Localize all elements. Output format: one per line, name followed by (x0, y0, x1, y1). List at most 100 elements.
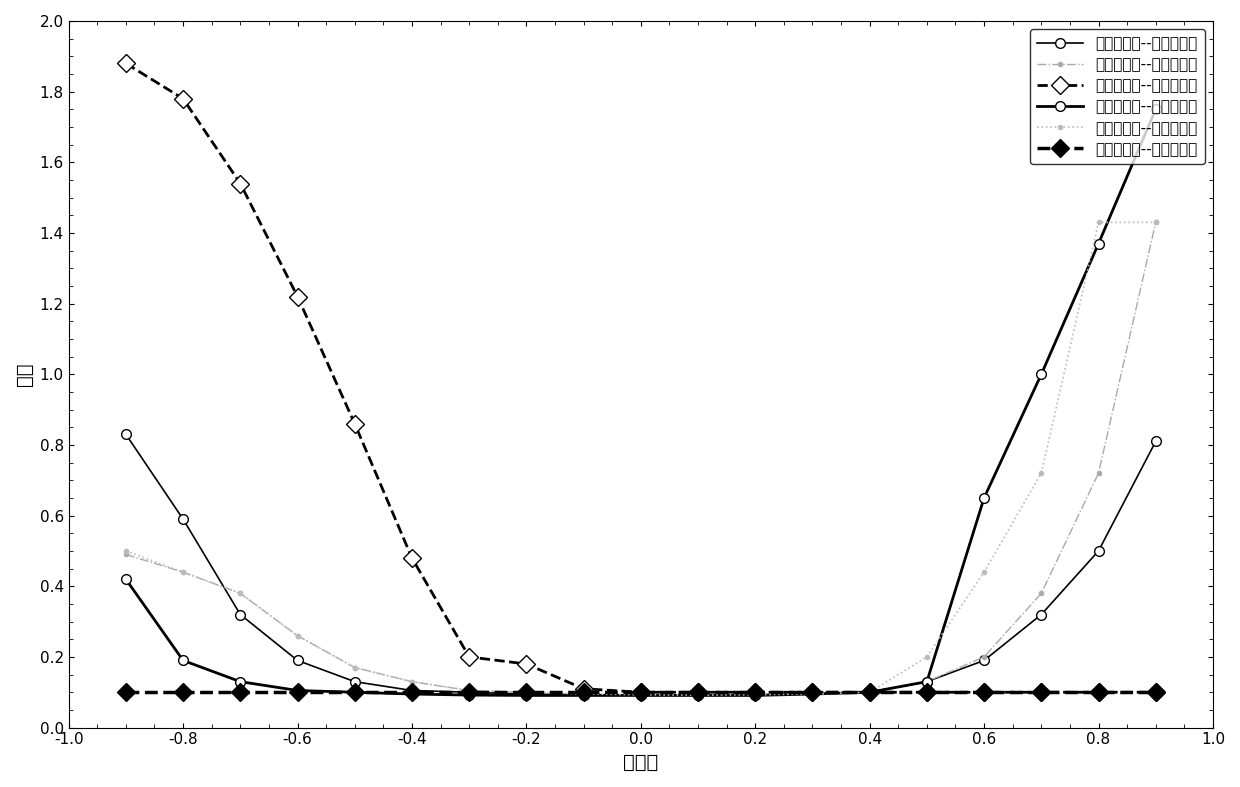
第二组符号--正限幅误差 (119, 550, 134, 560)
第一组符号--负限幅误差 (919, 677, 934, 686)
第二组符号--负限幅误差 (691, 690, 706, 700)
第三组符号--负限幅误差 (119, 688, 134, 697)
第一组符号--负限幅误差 (577, 691, 591, 700)
第三组符号--负限幅误差 (977, 688, 992, 697)
第一组符号--负限幅误差 (977, 493, 992, 503)
第一组符号--负限幅误差 (1034, 370, 1049, 379)
第二组符号--正限幅误差 (862, 688, 877, 697)
第一组符号--正限幅误差 (634, 690, 649, 700)
第二组符号--正限幅误差 (1034, 589, 1049, 598)
第二组符号--负限幅误差 (347, 663, 362, 672)
第一组符号--负限幅误差 (748, 691, 763, 700)
第三组符号--负限幅误差 (919, 688, 934, 697)
第二组符号--正限幅误差 (176, 567, 191, 577)
第二组符号--正限幅误差 (919, 677, 934, 686)
第一组符号--负限幅误差 (176, 656, 191, 665)
第三组符号--正限幅误差 (404, 553, 419, 563)
第二组符号--正限幅误差 (748, 690, 763, 700)
第二组符号--正限幅误差 (1091, 468, 1106, 478)
第三组符号--负限幅误差 (805, 688, 820, 697)
第二组符号--负限幅误差 (805, 689, 820, 699)
Line: 第二组符号--负限幅误差: 第二组符号--负限幅误差 (122, 218, 1159, 699)
第三组符号--负限幅误差 (1091, 688, 1106, 697)
第三组符号--正限幅误差 (977, 688, 992, 697)
第一组符号--负限幅误差 (119, 575, 134, 584)
第一组符号--负限幅误差 (347, 688, 362, 697)
第一组符号--正限幅误差 (977, 656, 992, 665)
第二组符号--负限幅误差 (176, 567, 191, 577)
第一组符号--负限幅误差 (1091, 238, 1106, 248)
X-axis label: 限幅度: 限幅度 (624, 753, 658, 772)
第三组符号--正限幅误差 (634, 688, 649, 697)
第二组符号--负限幅误差 (404, 677, 419, 686)
第三组符号--正限幅误差 (577, 684, 591, 693)
第二组符号--负限幅误差 (1091, 218, 1106, 227)
第一组符号--正限幅误差 (1148, 437, 1163, 446)
第三组符号--正限幅误差 (1034, 688, 1049, 697)
第三组符号--负限幅误差 (290, 688, 305, 697)
Line: 第三组符号--正限幅误差: 第三组符号--正限幅误差 (119, 57, 1162, 699)
第二组符号--正限幅误差 (518, 688, 533, 697)
第二组符号--正限幅误差 (347, 663, 362, 672)
第三组符号--正限幅误差 (919, 688, 934, 697)
第一组符号--正限幅误差 (805, 689, 820, 699)
第二组符号--负限幅误差 (461, 685, 476, 695)
第一组符号--正限幅误差 (862, 688, 877, 697)
第二组符号--正限幅误差 (1148, 218, 1163, 227)
第一组符号--正限幅误差 (290, 656, 305, 665)
第一组符号--负限幅误差 (691, 691, 706, 700)
第三组符号--正限幅误差 (1091, 688, 1106, 697)
第三组符号--负限幅误差 (1148, 688, 1163, 697)
第一组符号--负限幅误差 (634, 691, 649, 700)
第三组符号--负限幅误差 (176, 688, 191, 697)
第二组符号--负限幅误差 (577, 689, 591, 699)
第一组符号--负限幅误差 (461, 690, 476, 700)
第三组符号--正限幅误差 (290, 292, 305, 301)
Line: 第二组符号--正限幅误差: 第二组符号--正限幅误差 (122, 218, 1159, 699)
第二组符号--正限幅误差 (634, 690, 649, 700)
第一组符号--正限幅误差 (233, 610, 248, 619)
第二组符号--负限幅误差 (1148, 218, 1163, 227)
第三组符号--正限幅误差 (176, 94, 191, 103)
第三组符号--负限幅误差 (461, 688, 476, 697)
第三组符号--负限幅误差 (862, 688, 877, 697)
第一组符号--负限幅误差 (404, 689, 419, 699)
第三组符号--负限幅误差 (404, 688, 419, 697)
第二组符号--负限幅误差 (290, 631, 305, 641)
第三组符号--正限幅误差 (518, 660, 533, 669)
第一组符号--正限幅误差 (461, 688, 476, 697)
第二组符号--负限幅误差 (119, 546, 134, 556)
第一组符号--正限幅误差 (119, 430, 134, 439)
第二组符号--负限幅误差 (862, 688, 877, 697)
第二组符号--正限幅误差 (977, 652, 992, 662)
第三组符号--正限幅误差 (461, 652, 476, 662)
第一组符号--负限幅误差 (1148, 105, 1163, 114)
第三组符号--正限幅误差 (805, 688, 820, 697)
第一组符号--正限幅误差 (577, 690, 591, 700)
第一组符号--正限幅误差 (1091, 546, 1106, 556)
第三组符号--负限幅误差 (347, 688, 362, 697)
第三组符号--正限幅误差 (1148, 688, 1163, 697)
第三组符号--正限幅误差 (691, 688, 706, 697)
第一组符号--正限幅误差 (748, 690, 763, 700)
第三组符号--负限幅误差 (577, 688, 591, 697)
第二组符号--正限幅误差 (233, 589, 248, 598)
第二组符号--负限幅误差 (977, 567, 992, 577)
第二组符号--负限幅误差 (748, 690, 763, 700)
第三组符号--负限幅误差 (518, 688, 533, 697)
第二组符号--正限幅误差 (805, 689, 820, 699)
第一组符号--负限幅误差 (233, 677, 248, 686)
Y-axis label: 误差: 误差 (15, 363, 33, 386)
第一组符号--负限幅误差 (518, 691, 533, 700)
第二组符号--负限幅误差 (518, 688, 533, 697)
第一组符号--正限幅误差 (691, 690, 706, 700)
第二组符号--负限幅误差 (1034, 468, 1049, 478)
第二组符号--正限幅误差 (461, 685, 476, 695)
第三组符号--正限幅误差 (233, 179, 248, 188)
Line: 第三组符号--负限幅误差: 第三组符号--负限幅误差 (119, 686, 1162, 699)
第三组符号--负限幅误差 (748, 688, 763, 697)
Line: 第一组符号--正限幅误差: 第一组符号--正限幅误差 (122, 430, 1161, 700)
第二组符号--负限幅误差 (634, 690, 649, 700)
第一组符号--正限幅误差 (176, 515, 191, 524)
第三组符号--正限幅误差 (862, 688, 877, 697)
